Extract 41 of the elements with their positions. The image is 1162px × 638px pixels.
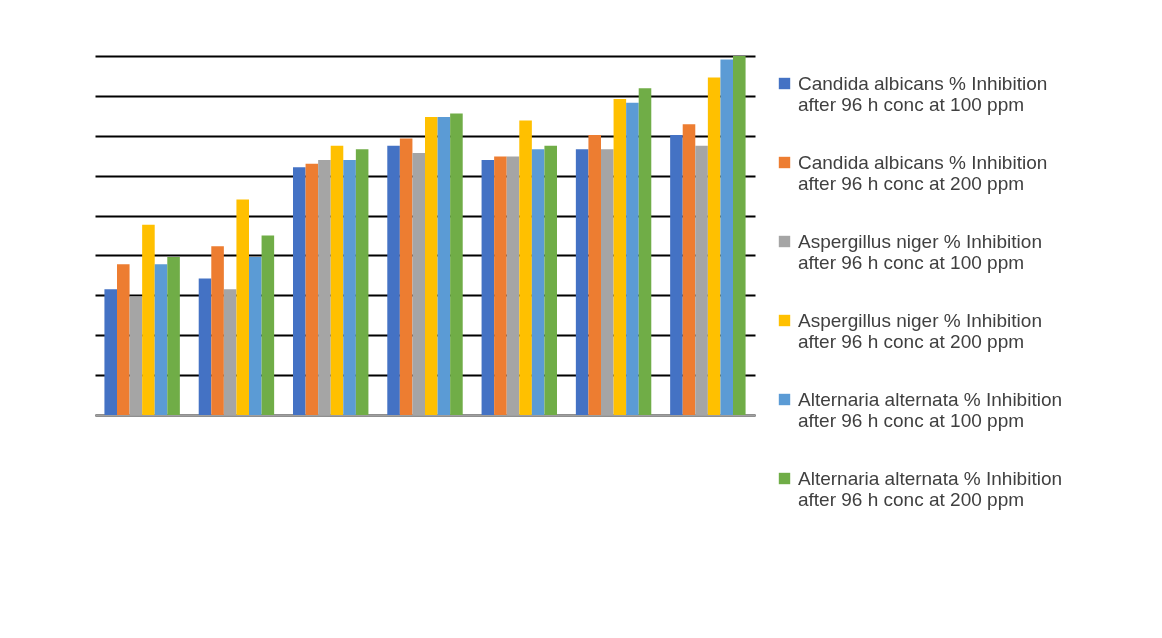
bar (117, 264, 130, 415)
bar (638, 88, 652, 415)
bar (399, 138, 413, 415)
bar (450, 113, 463, 415)
bar (437, 117, 451, 415)
bar (154, 264, 168, 415)
bar (588, 134, 601, 415)
legend-label: Alternaria alternata % Inhibition after 96 h conc at 100 ppm (798, 388, 1063, 431)
bar (249, 257, 262, 415)
bar (575, 149, 589, 415)
bar (544, 145, 557, 415)
legend-label: Candida albicans % Inhibition after 96 h conc at 100 ppm (798, 72, 1048, 115)
bar (293, 167, 306, 415)
bar (481, 160, 495, 415)
bar (682, 124, 696, 415)
bar (707, 77, 721, 415)
legend-label: Aspergillus niger % Inhibition after 96 h conc at 200 ppm (798, 309, 1042, 352)
legend-label: Candida albicans % Inhibition after 96 h conc at 200 ppm (798, 151, 1048, 194)
bar (330, 145, 344, 415)
bar (305, 163, 319, 415)
bar (387, 145, 400, 415)
bar (720, 59, 733, 415)
bar (519, 120, 532, 415)
bar (626, 102, 639, 415)
bar (236, 199, 249, 415)
bar (613, 99, 627, 415)
bar (531, 149, 545, 415)
legend-label: Aspergillus niger % Inhibition after 96 h conc at 100 ppm (798, 230, 1042, 273)
bar (670, 134, 683, 415)
bar (425, 117, 438, 415)
bar (142, 224, 155, 415)
bar (104, 289, 117, 415)
bar (211, 246, 224, 415)
bar (494, 156, 507, 415)
bar (167, 257, 180, 415)
bar (343, 160, 356, 415)
bar (261, 235, 275, 415)
bar (355, 149, 369, 415)
bar (198, 278, 212, 415)
legend-label: Alternaria alternata % Inhibition after 96 h conc at 200 ppm (798, 467, 1063, 510)
bar (733, 56, 746, 415)
